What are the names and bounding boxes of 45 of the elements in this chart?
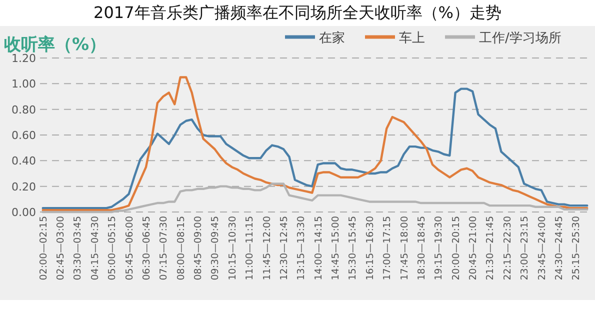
x-tick-label: 18:30—18:45 xyxy=(416,216,428,280)
x-tick-label: 09:30—09:45 xyxy=(210,216,222,280)
y-tick-label: 1.00 xyxy=(12,78,36,91)
x-tick-label: 22:15—22:30 xyxy=(502,216,514,280)
x-tick-label: 11:00—11:15 xyxy=(244,216,256,280)
x-tick-label: 21:30—21:45 xyxy=(485,216,496,280)
line-series xyxy=(42,182,588,214)
x-tick-label: 20:45—21:00 xyxy=(468,216,480,280)
chart-title: 2017年音乐类广播频率在不同场所全天收听率（%）走势 xyxy=(94,3,502,22)
x-tick-label: 23:00—23:15 xyxy=(520,216,531,280)
y-tick-label: 0.00 xyxy=(12,206,36,219)
x-tick-label: 14:00—14:15 xyxy=(313,216,324,280)
x-tick-label: 20:00—20:15 xyxy=(450,216,462,280)
x-tick-label: 24:30—24:45 xyxy=(554,216,565,280)
x-tick-label: 15:30—15:45 xyxy=(348,216,359,280)
x-tick-label: 08:45—09:00 xyxy=(193,216,204,280)
x-tick-label: 08:00—08:15 xyxy=(176,216,187,280)
x-tick-label: 12:30—12:45 xyxy=(278,216,290,280)
y-tick-label: 0.40 xyxy=(12,154,36,168)
x-tick-label: 03:30—03:45 xyxy=(72,216,84,280)
y-tick-label: 1.20 xyxy=(12,52,36,65)
x-tick-label: 05:45—06:00 xyxy=(124,216,136,280)
x-tick-label: 17:45—18:00 xyxy=(399,216,410,280)
x-tick-label: 02:45—03:00 xyxy=(56,216,67,280)
y-tick-label: 0.60 xyxy=(12,129,36,142)
x-tick-label: 05:00—05:15 xyxy=(107,216,118,280)
x-tick-label: 14:45—15:00 xyxy=(330,216,342,280)
x-tick-label: 13:15—13:30 xyxy=(296,216,308,280)
y-tick-label: 0.80 xyxy=(12,103,36,116)
x-tick-label: 02:00—02:15 xyxy=(38,216,50,280)
x-tick-label: 04:15—04:30 xyxy=(90,216,101,280)
x-tick-label: 19:15—19:30 xyxy=(434,216,445,280)
y-tick-label: 0.20 xyxy=(12,180,36,194)
x-tick-label: 23:45—24:00 xyxy=(536,216,548,280)
legend-label: 工作/学习场所 xyxy=(479,31,562,46)
x-tick-label: 10:15—10:30 xyxy=(227,216,238,280)
x-tick-label: 11:45—12:00 xyxy=(262,216,273,280)
legend-label: 车上 xyxy=(399,31,425,46)
x-tick-label: 17:00—17:15 xyxy=(382,216,394,280)
y-axis-title: 收听率（%） xyxy=(4,35,106,55)
x-tick-label: 07:15—07:30 xyxy=(158,216,170,280)
legend-label: 在家 xyxy=(319,30,345,46)
x-tick-label: 06:30—06:45 xyxy=(141,216,152,280)
x-tick-label: 16:15—16:30 xyxy=(364,216,376,280)
x-tick-label: 25:15—25:30 xyxy=(571,216,582,280)
